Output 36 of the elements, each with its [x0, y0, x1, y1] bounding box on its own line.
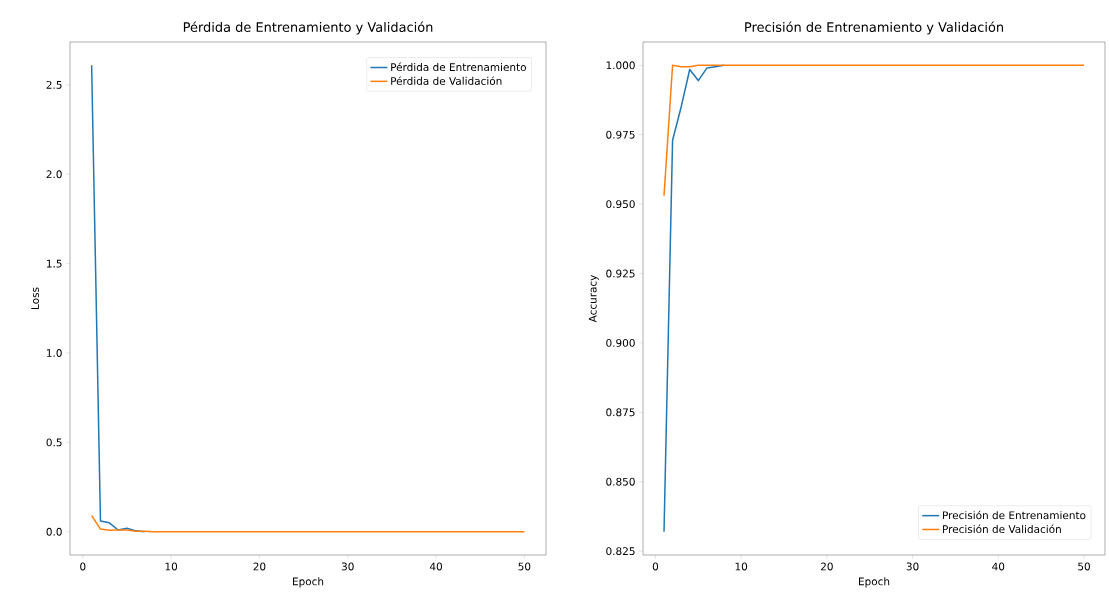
y-tick-label: 0.0 — [46, 527, 62, 536]
x-tick-label: 20 — [253, 562, 266, 571]
x-tick-label: 10 — [165, 562, 178, 571]
legend-label: Precisión de Validación — [943, 524, 1061, 534]
y-tick-label: 0.5 — [46, 438, 62, 447]
x-axis-title: Epoch — [859, 577, 890, 588]
y-tick-label: 1.5 — [46, 259, 62, 268]
x-tick-label: 0 — [652, 562, 659, 571]
x-tick-label: 0 — [80, 562, 86, 571]
legend-label: Pérdida de Validación — [391, 76, 502, 85]
y-tick-label: 1.0 — [46, 349, 62, 357]
chart-title: Precisión de Entrenamiento y Validación — [745, 21, 1004, 35]
y-tick-label: 0.975 — [606, 130, 635, 139]
legend-label: Precisión de Entrenamiento — [943, 510, 1086, 520]
x-tick-label: 20 — [820, 562, 833, 571]
x-tick-label: 30 — [906, 562, 919, 571]
x-tick-label: 50 — [518, 562, 531, 571]
x-tick-label: 30 — [341, 562, 354, 571]
y-tick-label: 0.875 — [606, 408, 635, 417]
chart-title: Pérdida de Entrenamiento y Validación — [183, 21, 433, 35]
x-tick-label: 10 — [735, 562, 748, 571]
y-axis-title: Loss — [31, 287, 39, 309]
y-tick-label: 1.000 — [606, 61, 635, 70]
y-tick-label: 0.850 — [606, 477, 635, 486]
y-tick-label: 0.925 — [606, 269, 635, 278]
x-axis-title: Epoch — [293, 577, 324, 588]
y-tick-label: 2.5 — [46, 80, 62, 89]
y-tick-label: 2.0 — [46, 170, 62, 179]
x-tick-label: 40 — [992, 562, 1005, 571]
legend-label: Pérdida de Entrenamiento — [391, 62, 526, 72]
x-tick-label: 50 — [1078, 562, 1090, 571]
y-tick-label: 0.825 — [606, 547, 635, 556]
y-tick-label: 0.950 — [606, 200, 635, 209]
y-tick-label: 0.900 — [606, 338, 635, 347]
x-tick-label: 40 — [429, 562, 443, 571]
y-axis-title: Accuracy — [588, 274, 599, 323]
